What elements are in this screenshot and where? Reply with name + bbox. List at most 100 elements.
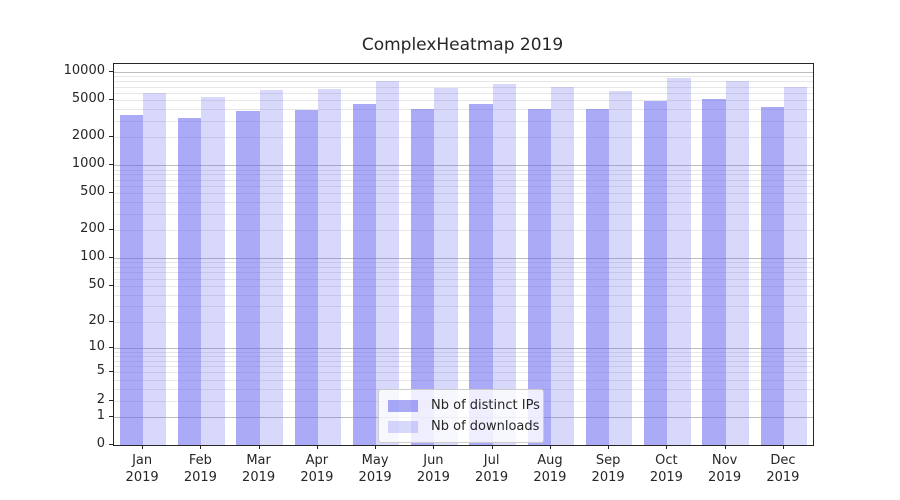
y-tick-mark [109, 284, 113, 286]
y-gridline-minor [114, 267, 813, 269]
y-gridline-minor [114, 360, 813, 362]
y-gridline-minor [114, 137, 813, 139]
y-gridline-minor [114, 372, 813, 374]
y-gridline-minor [114, 272, 813, 274]
y-tick-label: 1000 [71, 156, 105, 172]
bar-nb-of-downloads [550, 87, 575, 445]
bar-nb-of-downloads [201, 97, 225, 445]
x-tick-mark [724, 445, 726, 449]
y-gridline-minor [114, 262, 813, 264]
y-tick-label: 10000 [63, 63, 105, 79]
bar-nb-of-distinct-ips [644, 100, 668, 445]
bar-nb-of-downloads [609, 90, 633, 445]
y-tick-label: 500 [80, 184, 105, 200]
bar-nb-of-distinct-ips [119, 114, 144, 445]
plot-area [113, 63, 814, 446]
x-tick-label: Sep 2019 [591, 453, 625, 485]
bar-nb-of-distinct-ips [352, 104, 377, 445]
y-tick-label: 20 [88, 312, 105, 328]
legend-swatch-nb-of-downloads [388, 420, 418, 433]
y-gridline-minor [114, 306, 813, 307]
y-gridline-major [114, 72, 813, 74]
x-tick-mark [782, 445, 784, 449]
y-tick-label: 2000 [71, 128, 105, 144]
bar-nb-of-distinct-ips [527, 109, 551, 445]
bar-nb-of-downloads [492, 84, 516, 445]
y-gridline-minor [114, 366, 813, 368]
x-tick-label: Oct 2019 [649, 453, 683, 485]
bar-nb-of-distinct-ips [294, 110, 318, 445]
y-tick-mark [109, 444, 113, 445]
x-tick-label: Mar 2019 [242, 453, 276, 485]
bar-nb-of-downloads [783, 87, 808, 445]
y-tick-mark [109, 346, 113, 348]
y-tick-label: 100 [80, 249, 105, 265]
legend-swatch-nb-of-distinct-ips [388, 399, 418, 412]
y-gridline-minor [114, 120, 813, 122]
y-tick-mark [109, 320, 113, 322]
x-tick-label: Jul 2019 [475, 453, 509, 485]
x-tick-mark [142, 445, 144, 449]
x-tick-label: Jan 2019 [125, 453, 159, 485]
y-gridline-minor [114, 169, 813, 171]
y-gridline-minor [114, 230, 813, 232]
y-gridline-minor [114, 321, 813, 323]
y-tick-mark [109, 136, 113, 138]
y-tick-label: 5 [96, 363, 105, 379]
bar-nb-of-downloads [143, 93, 167, 445]
x-tick-label: Apr 2019 [300, 453, 334, 485]
y-tick-mark [109, 415, 113, 417]
y-tick-mark [109, 71, 113, 73]
bar-nb-of-downloads [434, 88, 458, 445]
y-tick-mark [109, 371, 113, 373]
x-tick-label: May 2019 [358, 453, 392, 485]
chart-title: ComplexHeatmap 2019 [361, 35, 564, 55]
y-gridline-minor [114, 278, 813, 280]
x-tick-label: Dec 2019 [766, 453, 800, 485]
bar-nb-of-distinct-ips [178, 118, 202, 445]
y-gridline-minor [114, 356, 813, 357]
bar-nb-of-distinct-ips [236, 111, 260, 445]
y-gridline-minor [114, 76, 813, 78]
y-tick-mark [109, 192, 113, 194]
y-gridline-minor [114, 86, 813, 88]
x-tick-label: Aug 2019 [533, 453, 567, 485]
legend-label-nb-of-downloads: Nb of downloads [431, 419, 540, 434]
y-gridline-major [114, 258, 813, 260]
y-gridline-minor [114, 81, 813, 83]
bar-nb-of-distinct-ips [585, 109, 610, 445]
y-tick-mark [109, 257, 113, 259]
legend-row: Nb of distinct IPs [388, 395, 540, 416]
bar-nb-of-downloads [376, 81, 400, 445]
x-tick-mark [608, 445, 610, 449]
bar-nb-of-distinct-ips [760, 107, 784, 445]
x-tick-mark [316, 445, 318, 449]
bar-nb-of-distinct-ips [411, 109, 435, 445]
x-tick-mark [200, 445, 202, 449]
y-gridline-minor [114, 202, 813, 204]
legend: Nb of distinct IPs Nb of downloads [378, 389, 544, 443]
y-gridline-minor [114, 285, 813, 287]
bar-nb-of-downloads [667, 78, 691, 445]
x-tick-mark [433, 445, 435, 449]
legend-label-nb-of-distinct-ips: Nb of distinct IPs [431, 398, 540, 413]
y-gridline-minor [114, 109, 813, 111]
y-tick-mark [109, 229, 113, 231]
x-tick-mark [666, 445, 668, 449]
y-gridline-minor [114, 294, 813, 296]
bar-nb-of-downloads [317, 88, 342, 445]
bar-nb-of-downloads [259, 89, 283, 445]
y-tick-label: 0 [96, 436, 105, 451]
y-tick-label: 50 [88, 276, 105, 292]
y-tick-mark [109, 399, 113, 401]
y-tick-label: 10 [88, 338, 105, 354]
y-gridline-minor [114, 379, 813, 381]
x-tick-label: Nov 2019 [708, 453, 742, 485]
y-tick-label: 200 [80, 221, 105, 237]
x-tick-label: Feb 2019 [183, 453, 217, 485]
y-gridline-minor [114, 179, 813, 181]
y-gridline-minor [114, 92, 813, 94]
x-tick-label: Jun 2019 [416, 453, 450, 485]
y-gridline-major [114, 165, 813, 167]
